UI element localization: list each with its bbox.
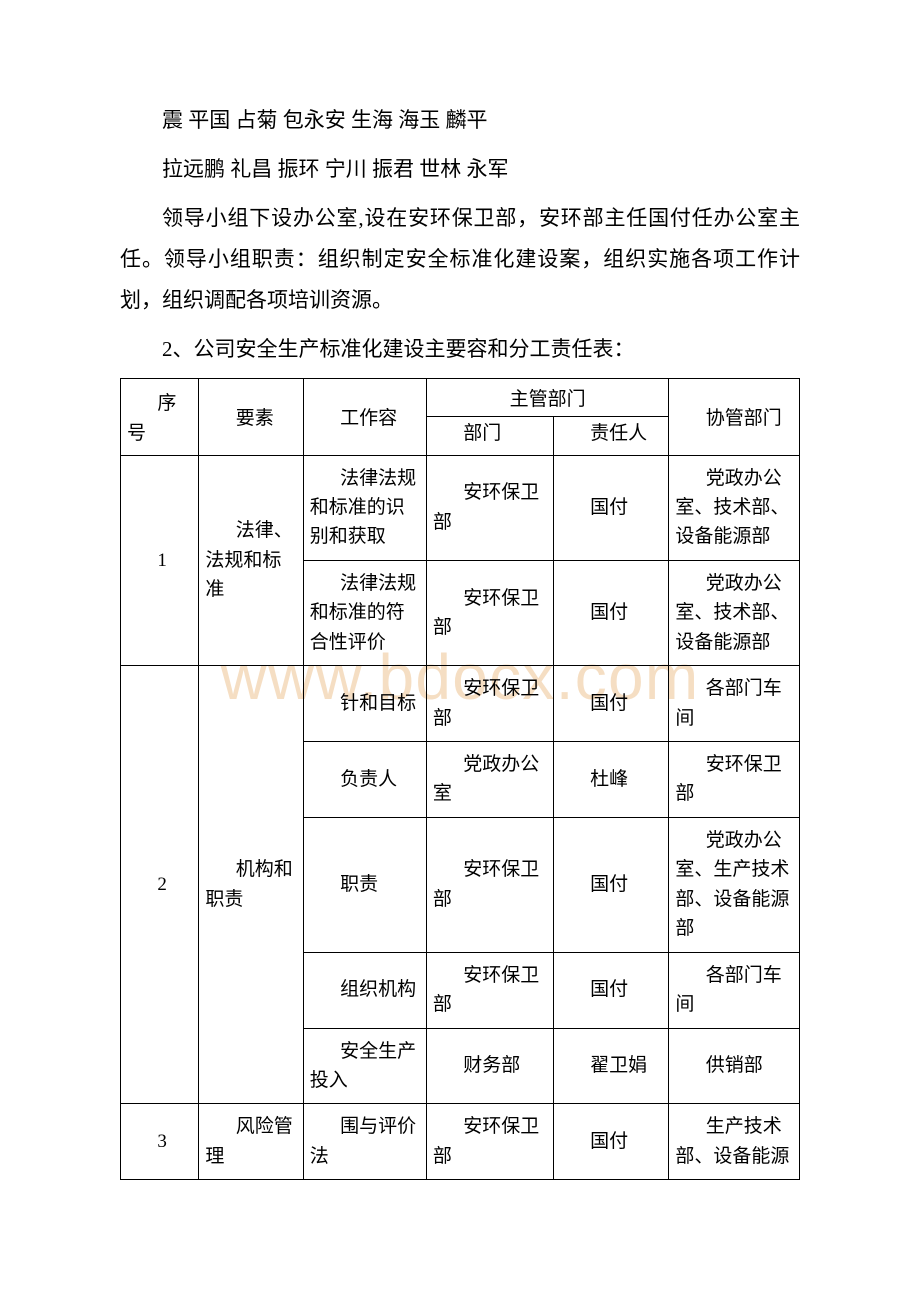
cell-resp: 国付	[553, 560, 669, 665]
table-header-row: 序号 要素 工作容 主管部门 协管部门	[121, 378, 800, 416]
cell-seq: 3	[121, 1104, 199, 1180]
header-seq: 序号	[121, 378, 199, 455]
cell-element: 法律、法规和标准	[199, 455, 303, 666]
cell-work: 安全生产投入	[303, 1028, 426, 1104]
cell-co: 党政办公室、生产技术部、设备能源部	[669, 817, 800, 952]
header-element: 要素	[199, 378, 303, 455]
cell-resp: 翟卫娟	[553, 1028, 669, 1104]
cell-dept: 安环保卫部	[426, 455, 553, 560]
cell-dept: 安环保卫部	[426, 560, 553, 665]
cell-resp: 杜峰	[553, 742, 669, 818]
cell-work: 职责	[303, 817, 426, 952]
cell-resp: 国付	[553, 952, 669, 1028]
cell-dept: 安环保卫部	[426, 817, 553, 952]
header-supervise: 主管部门	[426, 378, 668, 416]
cell-co: 党政办公室、技术部、设备能源部	[669, 455, 800, 560]
body-text-line-2: 拉远鹏 礼昌 振环 宁川 振君 世林 永军	[120, 149, 800, 190]
cell-element: 风险管理	[199, 1104, 303, 1180]
header-dept: 部门	[426, 417, 553, 455]
cell-work: 法律法规和标准的识别和获取	[303, 455, 426, 560]
cell-work: 组织机构	[303, 952, 426, 1028]
cell-resp: 国付	[553, 1104, 669, 1180]
cell-co: 安环保卫部	[669, 742, 800, 818]
cell-element: 机构和职责	[199, 666, 303, 1104]
cell-co: 各部门车间	[669, 952, 800, 1028]
cell-work: 围与评价法	[303, 1104, 426, 1180]
header-resp: 责任人	[553, 417, 669, 455]
body-text-paragraph: 领导小组下设办公室,设在安环保卫部，安环部主任国付任办公室主任。领导小组职责：组…	[120, 198, 800, 321]
cell-work: 法律法规和标准的符合性评价	[303, 560, 426, 665]
cell-co: 供销部	[669, 1028, 800, 1104]
cell-dept: 安环保卫部	[426, 1104, 553, 1180]
cell-dept: 财务部	[426, 1028, 553, 1104]
cell-resp: 国付	[553, 666, 669, 742]
cell-co: 党政办公室、技术部、设备能源部	[669, 560, 800, 665]
table-row: 2 机构和职责 针和目标 安环保卫部 国付 各部门车间	[121, 666, 800, 742]
responsibility-table: 序号 要素 工作容 主管部门 协管部门 部门 责任人 1 法律、法规和标准 法律…	[120, 378, 800, 1181]
cell-seq: 2	[121, 666, 199, 1104]
cell-work: 负责人	[303, 742, 426, 818]
header-work: 工作容	[303, 378, 426, 455]
cell-co: 生产技术部、设备能源	[669, 1104, 800, 1180]
cell-dept: 安环保卫部	[426, 666, 553, 742]
cell-work: 针和目标	[303, 666, 426, 742]
body-text-table-intro: 2、公司安全生产标准化建设主要容和分工责任表：	[120, 329, 800, 370]
cell-dept: 安环保卫部	[426, 952, 553, 1028]
cell-resp: 国付	[553, 817, 669, 952]
cell-seq: 1	[121, 455, 199, 666]
table-row: 1 法律、法规和标准 法律法规和标准的识别和获取 安环保卫部 国付 党政办公室、…	[121, 455, 800, 560]
cell-co: 各部门车间	[669, 666, 800, 742]
cell-dept: 党政办公室	[426, 742, 553, 818]
header-co: 协管部门	[669, 378, 800, 455]
table-row: 3 风险管理 围与评价法 安环保卫部 国付 生产技术部、设备能源	[121, 1104, 800, 1180]
body-text-line-1: 震 平国 占菊 包永安 生海 海玉 麟平	[120, 100, 800, 141]
cell-resp: 国付	[553, 455, 669, 560]
